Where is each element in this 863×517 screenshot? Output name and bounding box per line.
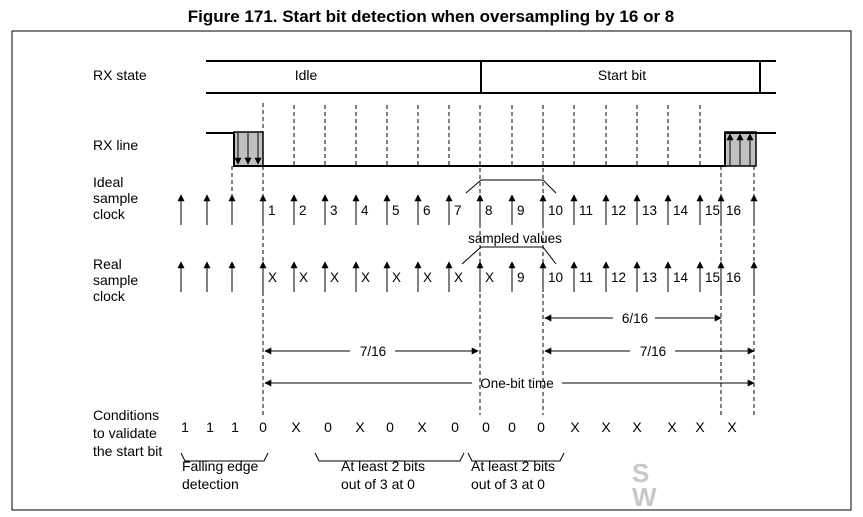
rx-line-label: RX line <box>93 137 138 153</box>
real-sample-label-8: X <box>485 270 494 285</box>
condition-value-5: X <box>291 419 301 435</box>
condition-value-10: 0 <box>451 419 459 435</box>
condition-value-13: 0 <box>537 419 545 435</box>
condition-value-19: X <box>727 419 737 435</box>
condition-value-1: 1 <box>181 419 189 435</box>
rx-state-bus <box>206 60 776 94</box>
ideal-sample-label-11: 11 <box>579 203 593 218</box>
ideal-sample-label-15: 15 <box>705 203 720 218</box>
real-sample-label-3: X <box>330 270 339 285</box>
state-start-bit: Start bit <box>598 67 646 83</box>
real-clock-label: Real sample clock <box>93 256 142 304</box>
one-bit-time-label: One-bit time <box>480 376 554 391</box>
falling-edge-note: Falling edge detection <box>182 458 262 492</box>
note-bracket-1 <box>180 452 269 462</box>
condition-value-12: 0 <box>508 419 516 435</box>
real-sample-label-7: X <box>454 270 463 285</box>
watermark <box>628 459 850 509</box>
ideal-sample-label-10: 10 <box>548 203 563 218</box>
real-sample-label-2: X <box>299 270 308 285</box>
real-sample-label-9: 9 <box>517 270 525 285</box>
condition-value-18: X <box>695 419 705 435</box>
second-seven-sixteenths-label: 7/16 <box>640 344 666 359</box>
rx-state-label: RX state <box>93 67 147 83</box>
figure-frame <box>11 30 852 511</box>
ideal-sample-label-14: 14 <box>673 203 689 218</box>
condition-value-3: 1 <box>231 419 239 435</box>
real-sample-label-4: X <box>361 270 370 285</box>
real-sample-label-16: 16 <box>726 270 741 285</box>
real-sample-label-1: X <box>268 270 277 285</box>
real-sample-label-11: 11 <box>579 270 593 285</box>
note-bracket-3 <box>467 452 565 462</box>
real-sample-label-10: 10 <box>548 270 563 285</box>
condition-value-17: X <box>667 419 677 435</box>
ideal-sample-label-9: 9 <box>517 203 525 218</box>
ideal-sample-label-6: 6 <box>423 203 431 218</box>
at-least-note-2: At least 2 bits out of 3 at 0 <box>471 458 559 492</box>
ideal-sample-label-16: 16 <box>726 203 741 218</box>
condition-value-9: X <box>417 419 427 435</box>
ideal-sample-label-12: 12 <box>611 203 626 218</box>
real-sample-label-6: X <box>423 270 432 285</box>
state-idle: Idle <box>295 67 318 83</box>
ideal-sample-label-13: 13 <box>642 203 657 218</box>
first-seven-sixteenths-label: 7/16 <box>360 344 386 359</box>
ideal-sample-label-4: 4 <box>361 203 369 218</box>
ideal-sample-label-8: 8 <box>485 203 493 218</box>
ideal-sample-label-5: 5 <box>392 203 400 218</box>
condition-value-7: X <box>355 419 365 435</box>
condition-value-14: X <box>570 419 580 435</box>
real-sample-label-15: 15 <box>705 270 720 285</box>
condition-value-2: 1 <box>206 419 214 435</box>
condition-value-8: 0 <box>386 419 394 435</box>
sampled-values-label: sampled values <box>468 231 562 246</box>
ideal-sampled-bracket <box>465 179 557 194</box>
ideal-sample-label-3: 3 <box>330 203 338 218</box>
figure-title: Figure 171. Start bit detection when ove… <box>188 7 675 26</box>
real-sample-label-5: X <box>392 270 401 285</box>
ideal-sample-label-1: 1 <box>268 203 276 218</box>
at-least-note-1: At least 2 bits out of 3 at 0 <box>341 458 429 492</box>
ideal-sample-label-2: 2 <box>299 203 307 218</box>
real-sampled-bracket <box>461 246 557 265</box>
note-bracket-2 <box>314 452 465 462</box>
condition-value-6: 0 <box>324 419 332 435</box>
condition-value-16: X <box>632 419 642 435</box>
ideal-sample-label-7: 7 <box>454 203 462 218</box>
watermark-mark-2: W <box>632 482 657 512</box>
real-sample-label-14: 14 <box>673 270 689 285</box>
ideal-clock-label: Ideal sample clock <box>93 174 142 222</box>
condition-value-11: 0 <box>482 419 490 435</box>
real-sample-label-13: 13 <box>642 270 657 285</box>
conditions-label: Conditions to validate the start bit <box>93 407 163 459</box>
diagram-marks: 1 2 3 4 5 6 7 8 9 10 11 12 13 14 15 16X X X X X X X X 9 10 11 12 13… <box>177 103 758 462</box>
rx-line-waveform <box>206 131 776 167</box>
condition-value-4: 0 <box>259 419 267 435</box>
six-sixteenths-label: 6/16 <box>622 311 648 326</box>
real-sample-label-12: 12 <box>611 270 626 285</box>
watermark-mark: S <box>632 458 649 488</box>
condition-value-15: X <box>601 419 611 435</box>
